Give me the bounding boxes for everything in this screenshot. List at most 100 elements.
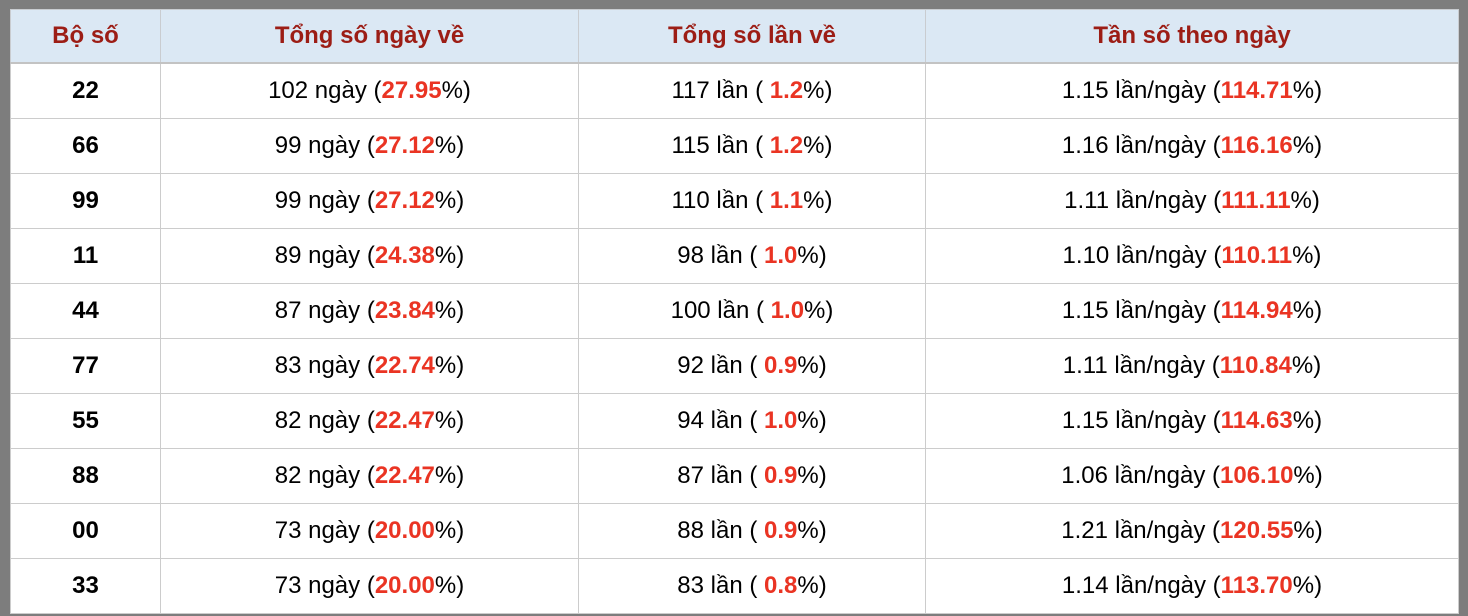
pair-value: 55 (72, 407, 99, 434)
cell-days: 99 ngày (27.12%) (160, 118, 579, 174)
cell-days: 83 ngày (22.74%) (160, 338, 579, 394)
times-text: 83 lần ( (677, 572, 764, 599)
days-close: %) (434, 132, 465, 159)
table-row: 22 102 ngày (27.95%) 117 lần ( 1.2%) 1.1… (10, 62, 1459, 119)
times-close: %) (797, 462, 827, 489)
cell-times: 110 lần ( 1.1%) (578, 173, 926, 229)
freq-percent: 111.11 (1221, 187, 1291, 214)
cell-pair: 11 (10, 228, 161, 284)
cell-times: 115 lần ( 1.2%) (578, 118, 926, 174)
cell-pair: 44 (10, 283, 161, 339)
freq-text: 1.11 lần/ngày ( (1062, 352, 1220, 379)
cell-days: 82 ngày (22.47%) (160, 448, 579, 504)
table-header: Bộ số Tổng số ngày về Tổng số lần về Tần… (10, 9, 1459, 64)
days-close: %) (434, 517, 465, 544)
days-text: 83 ngày ( (274, 352, 375, 379)
cell-pair: 33 (10, 558, 161, 614)
cell-days: 73 ngày (20.00%) (160, 503, 579, 559)
times-percent: 0.8 (764, 572, 798, 599)
times-percent: 1.2 (769, 77, 804, 104)
cell-times: 98 lần ( 1.0%) (578, 228, 926, 284)
times-close: %) (803, 187, 833, 214)
times-percent: 1.0 (770, 297, 805, 324)
pair-value: 11 (72, 242, 99, 269)
days-percent: 22.47 (374, 407, 435, 434)
header-freq: Tần số theo ngày (925, 9, 1459, 64)
times-close: %) (797, 572, 827, 599)
table-row: 55 82 ngày (22.47%) 94 lần ( 1.0%) 1.15 … (10, 393, 1459, 449)
days-text: 82 ngày ( (274, 407, 375, 434)
days-percent: 20.00 (374, 517, 435, 544)
times-percent: 0.9 (764, 462, 798, 489)
freq-percent: 110.11 (1221, 242, 1293, 269)
times-close: %) (804, 297, 834, 324)
times-percent: 0.9 (764, 517, 798, 544)
pair-value: 33 (72, 572, 99, 599)
cell-freq: 1.15 lần/ngày (114.94%) (925, 283, 1459, 339)
cell-pair: 99 (10, 173, 161, 229)
table-row: 99 99 ngày (27.12%) 110 lần ( 1.1%) 1.11… (10, 173, 1459, 229)
times-text: 92 lần ( (677, 352, 764, 379)
days-close: %) (434, 462, 465, 489)
freq-text: 1.15 lần/ngày ( (1061, 297, 1221, 324)
times-text: 100 lần ( (670, 297, 771, 324)
times-close: %) (797, 352, 827, 379)
times-text: 117 lần ( (671, 77, 770, 104)
freq-close: %) (1292, 407, 1323, 434)
cell-times: 94 lần ( 1.0%) (578, 393, 926, 449)
freq-text: 1.11 lần/ngày ( (1064, 187, 1222, 214)
times-text: 88 lần ( (677, 517, 764, 544)
freq-text: 1.15 lần/ngày ( (1061, 407, 1221, 434)
times-percent: 1.2 (769, 132, 804, 159)
days-text: 82 ngày ( (274, 462, 375, 489)
times-close: %) (803, 132, 833, 159)
cell-times: 92 lần ( 0.9%) (578, 338, 926, 394)
freq-close: %) (1290, 187, 1320, 214)
table-row: 44 87 ngày (23.84%) 100 lần ( 1.0%) 1.15… (10, 283, 1459, 339)
cell-days: 73 ngày (20.00%) (160, 558, 579, 614)
days-close: %) (434, 187, 465, 214)
freq-percent: 120.55 (1220, 517, 1294, 544)
times-percent: 1.1 (769, 187, 804, 214)
pair-value: 66 (72, 132, 99, 159)
days-close: %) (434, 352, 465, 379)
freq-percent: 114.63 (1220, 407, 1293, 434)
days-text: 89 ngày ( (274, 242, 375, 269)
cell-times: 88 lần ( 0.9%) (578, 503, 926, 559)
cell-pair: 55 (10, 393, 161, 449)
cell-pair: 88 (10, 448, 161, 504)
freq-text: 1.06 lần/ngày ( (1061, 462, 1221, 489)
freq-percent: 116.16 (1220, 132, 1293, 159)
freq-percent: 114.94 (1220, 297, 1293, 324)
cell-freq: 1.11 lần/ngày (111.11%) (925, 173, 1459, 229)
pair-value: 88 (72, 462, 99, 489)
freq-text: 1.14 lần/ngày ( (1061, 572, 1221, 599)
cell-freq: 1.10 lần/ngày (110.11%) (925, 228, 1459, 284)
cell-times: 117 lần ( 1.2%) (578, 62, 926, 119)
times-close: %) (797, 242, 827, 269)
freq-close: %) (1292, 132, 1323, 159)
table-body: 22 102 ngày (27.95%) 117 lần ( 1.2%) 1.1… (10, 62, 1459, 614)
freq-text: 1.10 lần/ngày ( (1062, 242, 1222, 269)
days-percent: 27.12 (374, 132, 435, 159)
pair-value: 99 (72, 187, 99, 214)
lottery-stats-table: Bộ số Tổng số ngày về Tổng số lần về Tần… (10, 9, 1459, 614)
table-row: 33 73 ngày (20.00%) 83 lần ( 0.8%) 1.14 … (10, 558, 1459, 614)
times-percent: 0.9 (764, 352, 798, 379)
cell-days: 82 ngày (22.47%) (160, 393, 579, 449)
cell-days: 102 ngày (27.95%) (160, 62, 579, 119)
times-text: 98 lần ( (677, 242, 764, 269)
days-percent: 27.12 (374, 187, 435, 214)
pair-value: 44 (72, 297, 99, 324)
header-pair: Bộ số (10, 9, 161, 64)
table-row: 88 82 ngày (22.47%) 87 lần ( 0.9%) 1.06 … (10, 448, 1459, 504)
times-close: %) (797, 407, 827, 434)
days-close: %) (434, 242, 465, 269)
cell-times: 83 lần ( 0.8%) (578, 558, 926, 614)
table-row: 66 99 ngày (27.12%) 115 lần ( 1.2%) 1.16… (10, 118, 1459, 174)
days-text: 73 ngày ( (274, 572, 375, 599)
header-row: Bộ số Tổng số ngày về Tổng số lần về Tần… (10, 9, 1459, 64)
times-text: 87 lần ( (677, 462, 764, 489)
times-close: %) (803, 77, 833, 104)
freq-text: 1.15 lần/ngày ( (1061, 77, 1221, 104)
